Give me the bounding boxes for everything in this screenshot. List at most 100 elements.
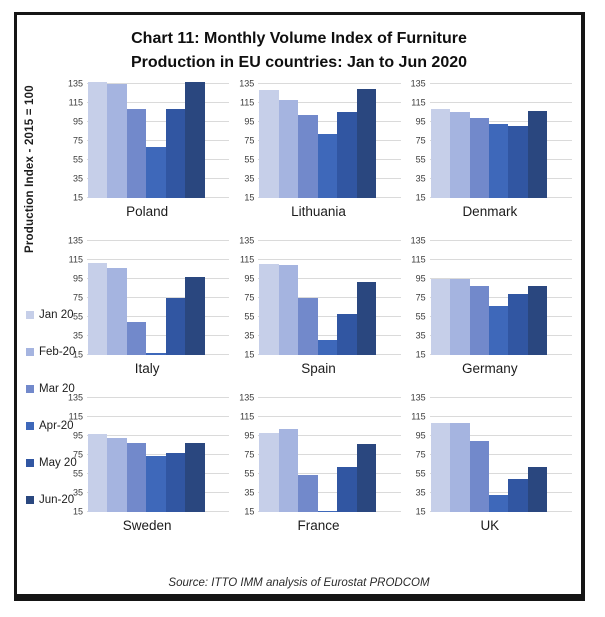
- y-tick-label: 115: [68, 254, 83, 265]
- bar-jan-20: [259, 432, 279, 512]
- subplot-france: 15 35 55 75 95 115 135 France: [234, 393, 405, 550]
- bar-apr-20: [489, 305, 509, 355]
- charts-grid: 15 35 55 75 95 115 135 Poland 15 35 55 75 95 115 135 Li…: [63, 79, 577, 550]
- y-tick-label: 135: [410, 392, 426, 403]
- country-label: Spain: [301, 361, 336, 376]
- bar-feb-20: [107, 268, 127, 355]
- gridline: [258, 82, 401, 84]
- y-axis-ticks: 15 35 55 75 95 115 135: [236, 79, 258, 202]
- y-tick-label: 55: [415, 154, 426, 165]
- y-axis-ticks: 15 35 55 75 95 115 135: [408, 392, 430, 516]
- bar-apr-20: [146, 455, 166, 512]
- y-tick-label: 15: [244, 506, 255, 517]
- y-tick-label: 55: [244, 154, 255, 165]
- gridline: [429, 491, 572, 493]
- plot-area: 15 35 55 75 95 115 135: [65, 79, 230, 202]
- bar-apr-20: [317, 134, 338, 198]
- y-tick-label: 135: [67, 392, 83, 403]
- gridline: [429, 101, 572, 103]
- y-axis-ticks: 15 35 55 75 95 115 135: [65, 236, 87, 359]
- bar-jan-20: [430, 278, 451, 355]
- y-tick-label: 55: [415, 311, 426, 322]
- legend-swatch: [26, 459, 34, 467]
- bar-mar-20: [298, 297, 318, 355]
- y-tick-label: 75: [72, 449, 83, 460]
- bar-jun-20: [356, 88, 377, 198]
- gridline: [258, 491, 401, 493]
- gridline: [87, 258, 230, 260]
- y-tick-label: 75: [244, 449, 255, 460]
- legend-item-feb-20: Feb-20: [26, 344, 77, 360]
- bar-group: [88, 79, 205, 198]
- gridline: [429, 120, 572, 122]
- y-tick-label: 75: [415, 292, 426, 303]
- gridline: [258, 315, 401, 317]
- y-axis-ticks: 15 35 55 75 95 115 135: [236, 393, 258, 516]
- gridline: [429, 277, 572, 279]
- bar-group: [430, 236, 548, 355]
- bar-feb-20: [278, 429, 299, 512]
- y-tick-label: 15: [72, 349, 83, 360]
- plot-canvas: [87, 79, 230, 198]
- gridline: [429, 82, 572, 84]
- y-tick-label: 115: [68, 97, 83, 108]
- y-tick-label: 35: [415, 487, 426, 498]
- bar-mar-20: [126, 321, 147, 355]
- plot-area: 15 35 55 75 95 115 135: [65, 236, 230, 359]
- gridline: [258, 415, 401, 417]
- legend-item-jan-20: Jan 20: [26, 307, 77, 323]
- y-tick-label: 75: [244, 135, 255, 146]
- y-tick-label: 55: [72, 154, 83, 165]
- bar-may-20: [508, 294, 528, 355]
- bar-may-20: [337, 112, 357, 198]
- bar-jan-20: [88, 433, 108, 512]
- plot-area: 15 35 55 75 95 115 135: [408, 236, 572, 359]
- bar-feb-20: [278, 264, 299, 355]
- bar-apr-20: [317, 339, 338, 355]
- gridline: [429, 434, 572, 436]
- gridline: [87, 296, 230, 298]
- chart-frame: Chart 11: Monthly Volume Index of Furnit…: [14, 12, 585, 601]
- bar-mar-20: [469, 440, 490, 512]
- legend-swatch: [26, 422, 34, 430]
- bar-apr-20: [317, 511, 338, 512]
- y-axis-ticks: 15 35 55 75 95 115 135: [408, 236, 430, 359]
- legend-swatch: [26, 348, 34, 356]
- bar-mar-20: [469, 118, 490, 198]
- y-tick-label: 115: [411, 254, 426, 265]
- y-tick-label: 75: [415, 449, 426, 460]
- bar-may-20: [508, 478, 528, 512]
- y-tick-label: 55: [244, 311, 255, 322]
- bar-group: [430, 79, 548, 198]
- plot-area: 15 35 55 75 95 115 135: [236, 79, 401, 202]
- gridline: [87, 239, 230, 241]
- bar-jan-20: [430, 423, 451, 512]
- legend-label: May 20: [39, 457, 77, 469]
- country-label: Poland: [126, 204, 169, 219]
- gridline: [87, 101, 230, 103]
- bar-feb-20: [278, 99, 299, 198]
- gridline: [429, 415, 572, 417]
- plot-canvas: [429, 236, 572, 355]
- y-tick-label: 75: [72, 292, 83, 303]
- gridline: [258, 334, 401, 336]
- bar-may-20: [337, 314, 357, 355]
- y-tick-label: 35: [244, 173, 255, 184]
- bar-feb-20: [107, 83, 127, 198]
- plot-area: 15 35 55 75 95 115 135: [65, 392, 230, 516]
- y-tick-label: 115: [411, 97, 426, 108]
- gridline: [429, 453, 572, 455]
- bar-mar-20: [469, 285, 490, 355]
- bar-jun-20: [527, 285, 548, 355]
- y-tick-label: 15: [415, 349, 426, 360]
- y-tick-label: 95: [244, 116, 255, 127]
- bar-jun-20: [185, 276, 205, 355]
- subplot-denmark: 15 35 55 75 95 115 135 Denmark: [406, 79, 577, 236]
- country-label: France: [297, 518, 340, 533]
- legend: Jan 20 Feb-20 Mar 20 Apr-20 May 20 Jun-20: [26, 307, 77, 529]
- y-tick-label: 35: [244, 330, 255, 341]
- y-axis-ticks: 15 35 55 75 95 115 135: [65, 392, 87, 516]
- legend-item-apr-20: Apr-20: [26, 418, 77, 434]
- bar-apr-20: [489, 123, 509, 198]
- bar-group: [88, 393, 205, 512]
